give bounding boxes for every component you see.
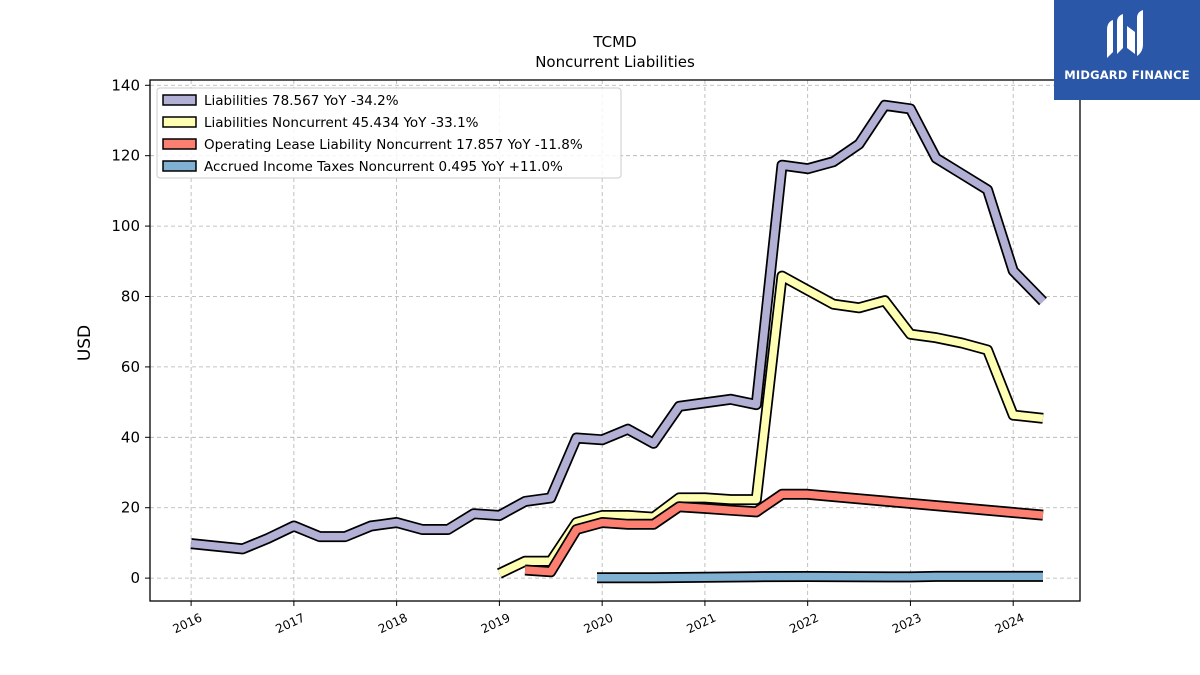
x-tick-label: 2020: [582, 611, 616, 637]
x-axis: 2016 2017 2018 2019 2020 2021 2022 2023 2024: [171, 601, 1027, 637]
y-tick-label: 80: [121, 287, 140, 305]
y-tick-label: 100: [111, 217, 140, 235]
x-tick-label: 2016: [171, 611, 205, 637]
y-axis-label: USD: [75, 325, 95, 361]
x-tick-label: 2024: [993, 611, 1027, 637]
legend-label: Liabilities 78.567 YoY -34.2%: [204, 93, 399, 109]
y-tick-label: 0: [130, 569, 140, 587]
series-line-1: [497, 272, 1044, 577]
x-tick-label: 2018: [376, 611, 410, 637]
logo-mark-icon: [1107, 10, 1143, 58]
legend: Liabilities 78.567 YoY -34.2% Liabilities…: [156, 87, 622, 179]
x-tick-label: 2021: [684, 611, 718, 637]
x-tick-label: 2019: [479, 611, 513, 637]
legend-swatch: [162, 94, 197, 106]
x-tick-label: 2023: [890, 611, 924, 637]
y-tick-label: 60: [121, 358, 140, 376]
y-tick-label: 40: [121, 428, 140, 446]
legend-label: Accrued Income Taxes Noncurrent 0.495 Yo…: [204, 159, 563, 175]
x-tick-label: 2017: [273, 611, 307, 637]
legend-label: Liabilities Noncurrent 45.434 YoY -33.1%: [204, 115, 479, 131]
logo: MIDGARD FINANCE: [1054, 0, 1200, 100]
series-line-0: [190, 101, 1046, 553]
series-line-2: [524, 490, 1044, 576]
legend-label: Operating Lease Liability Noncurrent 17.…: [204, 137, 583, 153]
y-tick-label: 120: [111, 147, 140, 165]
legend-swatch: [162, 116, 197, 128]
legend-box: [156, 87, 622, 179]
legend-swatch: [162, 160, 197, 172]
series-layer: [190, 99, 1047, 584]
logo-text: MIDGARD FINANCE: [1064, 68, 1190, 82]
plot-frame: [149, 79, 1081, 602]
series-line-3: [597, 572, 1043, 582]
chart-title: TCMD: [592, 33, 636, 51]
y-tick-label: 20: [121, 499, 140, 517]
y-axis: 0 20 40 60 80 100 120 140: [111, 76, 150, 587]
legend-swatch: [162, 138, 197, 150]
y-tick-label: 140: [111, 76, 140, 94]
x-tick-label: 2022: [787, 611, 821, 637]
chart-subtitle: Noncurrent Liabilities: [535, 53, 695, 71]
